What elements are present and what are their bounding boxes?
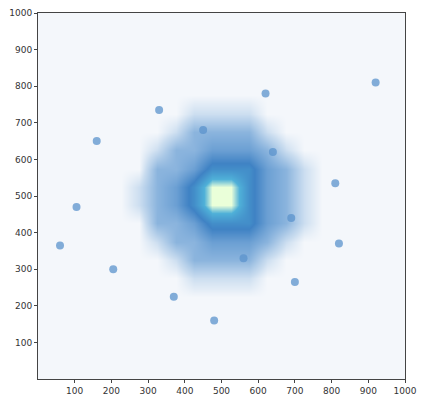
svg-text:900: 900 — [360, 386, 377, 396]
svg-text:700: 700 — [15, 118, 32, 128]
svg-text:700: 700 — [286, 386, 303, 396]
svg-text:800: 800 — [15, 81, 32, 91]
svg-text:900: 900 — [15, 45, 32, 55]
svg-text:300: 300 — [140, 386, 157, 396]
svg-text:500: 500 — [213, 386, 230, 396]
svg-text:600: 600 — [15, 155, 32, 165]
svg-text:400: 400 — [15, 228, 32, 238]
svg-text:1000: 1000 — [9, 8, 32, 18]
svg-text:500: 500 — [15, 191, 32, 201]
svg-text:100: 100 — [15, 338, 32, 348]
svg-text:200: 200 — [15, 301, 32, 311]
svg-text:300: 300 — [15, 264, 32, 274]
svg-text:200: 200 — [103, 386, 120, 396]
svg-text:1000: 1000 — [394, 386, 417, 396]
svg-text:400: 400 — [176, 386, 193, 396]
svg-text:600: 600 — [250, 386, 267, 396]
svg-text:100: 100 — [66, 386, 83, 396]
svg-text:800: 800 — [323, 386, 340, 396]
